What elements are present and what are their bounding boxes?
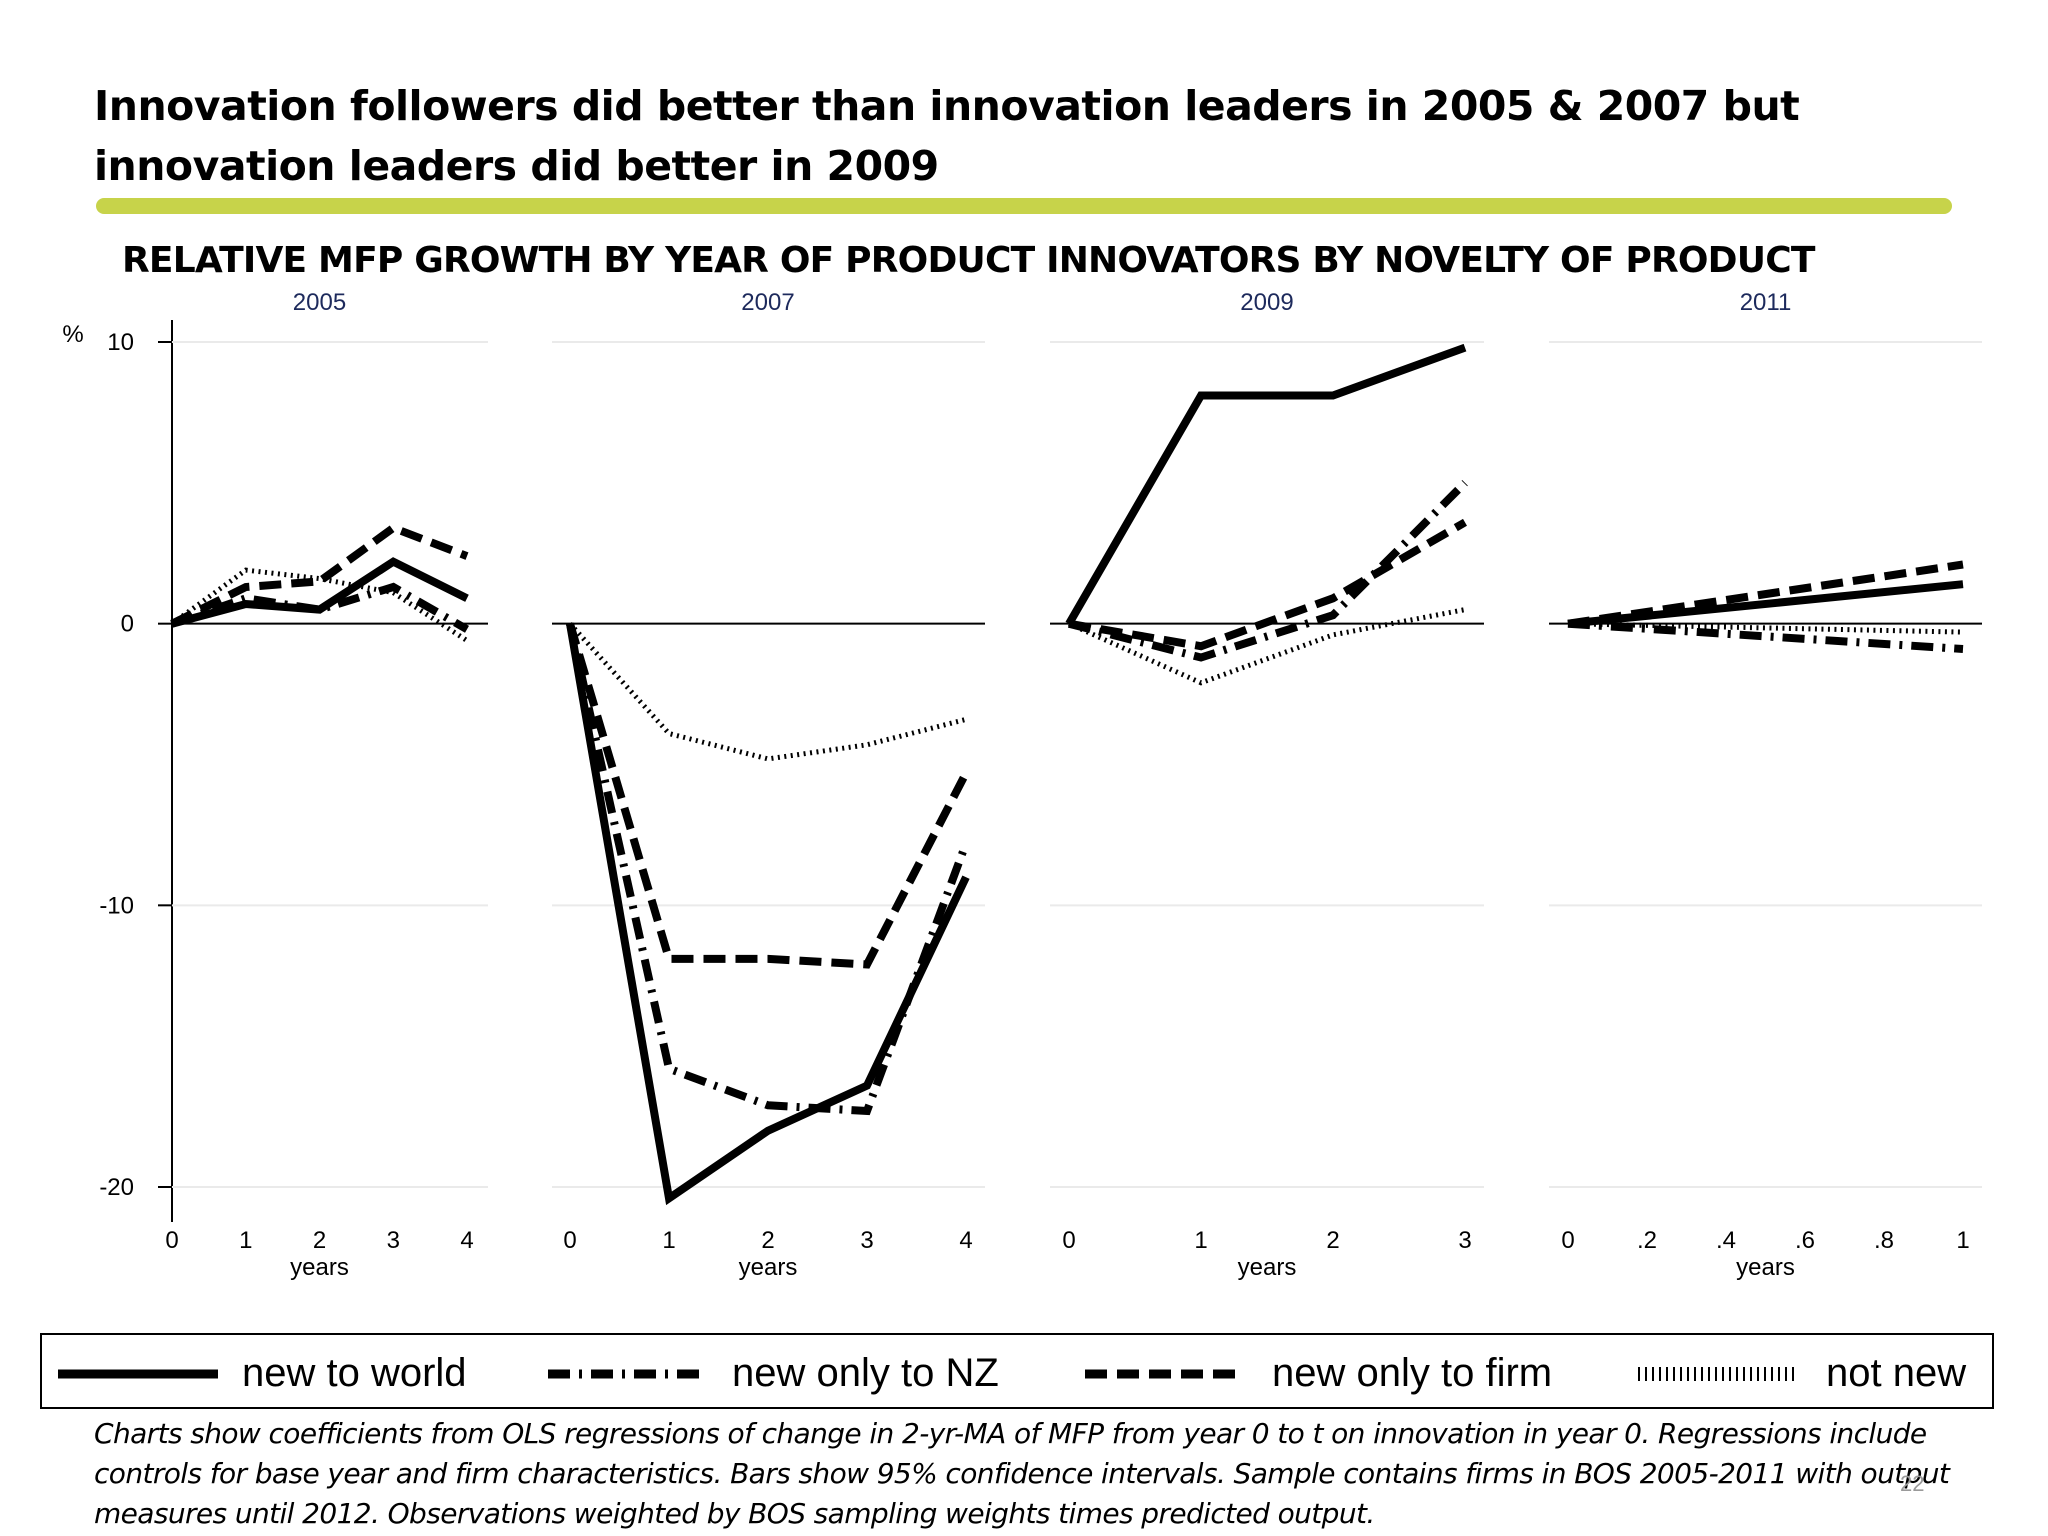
x-tick-label: 0 [563,1227,576,1254]
page-number: 22 [1900,1471,1925,1496]
x-axis-label: years [1238,1254,1297,1281]
x-axis-label: years [1736,1254,1795,1281]
x-tick-label: 2 [1326,1227,1339,1254]
x-tick-label: 4 [959,1227,972,1254]
legend-label-new-only-to-NZ: new only to NZ [732,1351,999,1395]
title-underline-bar [96,198,1952,214]
panel-label-2009: 2009 [1240,289,1293,316]
x-tick-label: 1 [1956,1227,1969,1254]
chart-legend: new to world new only to NZ new only to fi… [40,1333,1994,1409]
panel-label-2005: 2005 [293,289,346,316]
legend-label-new-only-to-firm: new only to firm [1272,1351,1552,1395]
series-line-new-only-to-firm-2009 [1068,518,1467,651]
x-tick-label: 2 [761,1227,774,1254]
y-tick-label: 10 [107,329,134,356]
chart-caption: Charts show coefficients from OLS regres… [94,1417,1950,1530]
y-tick-label: -20 [99,1174,134,1201]
x-tick-label: 2 [313,1227,326,1254]
series-line-not-new-2007 [568,622,967,762]
series-line-new-only-to-firm-2005 [170,523,469,628]
legend-svg: new to world new only to NZ new only to fi… [58,1351,1966,1395]
series-line-not-new-2009 [1067,607,1466,686]
x-tick-label: 3 [860,1227,873,1254]
x-tick-label: .6 [1795,1227,1815,1254]
x-tick-label: 0 [1062,1227,1075,1254]
y-tick-label: 0 [121,611,134,638]
panel-label-2007: 2007 [741,289,794,316]
series-line-new-to-world-2011 [1567,580,1964,628]
y-axis-label: % [62,321,83,348]
series-line-new-only-to-firm-2007 [566,622,970,969]
panel-label-2011: 2011 [1740,289,1792,316]
slide-title: Innovation followers did better than inn… [94,82,1800,190]
series-line-new-to-world-2009 [1065,343,1467,626]
x-tick-label: 0 [165,1227,178,1254]
x-tick-label: 1 [239,1227,252,1254]
x-axis-label: years [290,1254,349,1281]
series-line-new-to-world-2005 [170,557,469,628]
series-line-new-only-to-NZ-2009 [1068,479,1468,662]
series-line-new-to-world-2007 [566,623,970,1206]
y-tick-label: -10 [99,892,134,919]
x-tick-label: 0 [1561,1227,1574,1254]
x-tick-label: 1 [662,1227,675,1254]
x-tick-label: .8 [1874,1227,1894,1254]
chart-title: RELATIVE MFP GROWTH BY YEAR OF PRODUCT I… [122,240,1815,281]
series-line-not-new-2011 [1567,621,1964,635]
legend-label-not-new: not new [1826,1351,1966,1395]
series-line-new-only-to-NZ-2011 [1567,619,1964,653]
x-tick-label: .4 [1716,1227,1736,1254]
x-tick-label: 1 [1194,1227,1207,1254]
x-tick-label: .2 [1637,1227,1657,1254]
x-tick-label: 4 [460,1227,473,1254]
x-tick-label: 3 [1458,1227,1471,1254]
series-line-new-only-to-NZ-2007 [566,622,970,1116]
x-tick-label: 3 [387,1227,400,1254]
x-axis-label: years [739,1254,798,1281]
legend-label-new-to-world: new to world [242,1351,467,1395]
